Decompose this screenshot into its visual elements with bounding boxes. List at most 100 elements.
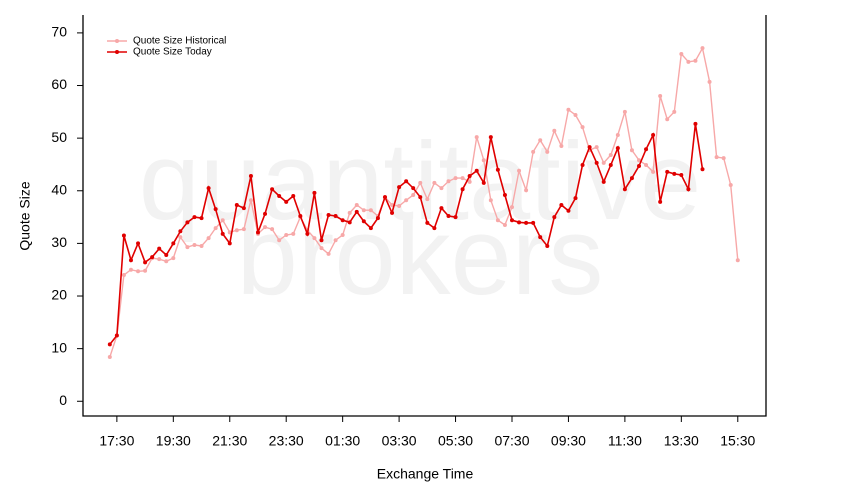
point xyxy=(474,168,479,173)
point xyxy=(199,244,204,249)
y-tick-label: 60 xyxy=(51,76,67,92)
point xyxy=(629,148,634,153)
point xyxy=(390,210,395,215)
point xyxy=(460,176,465,181)
point xyxy=(552,215,557,220)
x-tick-label: 05:30 xyxy=(438,433,473,449)
point xyxy=(721,156,726,161)
point xyxy=(700,167,705,172)
point xyxy=(192,215,197,220)
point xyxy=(206,236,211,241)
point xyxy=(488,198,493,203)
x-tick-label: 13:30 xyxy=(664,433,699,449)
point xyxy=(326,251,331,256)
legend-swatch xyxy=(115,39,119,43)
point xyxy=(185,245,190,250)
point xyxy=(594,145,599,150)
point xyxy=(157,246,162,251)
point xyxy=(446,179,451,184)
point xyxy=(658,94,663,99)
point xyxy=(693,121,698,126)
point xyxy=(171,241,176,246)
point xyxy=(312,236,317,241)
point xyxy=(114,333,119,338)
point xyxy=(284,199,289,204)
point xyxy=(143,260,148,265)
point xyxy=(467,179,472,184)
x-tick-label: 21:30 xyxy=(212,433,247,449)
point xyxy=(446,214,451,219)
point xyxy=(651,132,656,137)
point xyxy=(474,135,479,140)
point xyxy=(538,235,543,240)
point xyxy=(418,180,423,185)
point xyxy=(361,219,366,224)
point xyxy=(439,186,444,191)
point xyxy=(305,231,310,236)
y-tick-label: 20 xyxy=(51,287,67,303)
point xyxy=(326,212,331,217)
point xyxy=(517,220,522,225)
point xyxy=(686,59,691,64)
point xyxy=(319,246,324,251)
point xyxy=(665,169,670,174)
point xyxy=(559,202,564,207)
point xyxy=(157,257,162,262)
y-axis-title: Quote Size xyxy=(17,181,33,250)
point xyxy=(263,211,268,216)
point xyxy=(150,255,155,260)
point xyxy=(368,208,373,213)
point xyxy=(573,196,578,201)
point xyxy=(509,205,514,210)
point xyxy=(502,222,507,227)
point xyxy=(425,197,430,202)
point xyxy=(700,46,705,51)
point xyxy=(368,226,373,231)
point xyxy=(354,202,359,207)
point xyxy=(319,238,324,243)
point xyxy=(622,187,627,192)
point xyxy=(580,162,585,167)
point xyxy=(629,176,634,181)
point xyxy=(206,186,211,191)
point xyxy=(665,117,670,122)
point xyxy=(136,241,141,246)
point xyxy=(728,182,733,187)
point xyxy=(531,220,536,225)
point xyxy=(495,167,500,172)
point xyxy=(672,109,677,114)
point xyxy=(404,179,409,184)
point xyxy=(545,244,550,249)
point xyxy=(481,158,486,163)
point xyxy=(397,204,402,209)
point xyxy=(234,228,239,233)
point xyxy=(298,214,303,219)
point xyxy=(227,241,232,246)
point xyxy=(481,180,486,185)
point xyxy=(693,58,698,63)
x-tick-label: 15:30 xyxy=(720,433,755,449)
legend-swatch xyxy=(115,50,119,54)
x-tick-label: 19:30 xyxy=(156,433,191,449)
point xyxy=(644,147,649,152)
point xyxy=(248,198,253,203)
point xyxy=(397,185,402,190)
point xyxy=(270,187,275,192)
point xyxy=(594,160,599,165)
point xyxy=(608,152,613,157)
x-axis-title: Exchange Time xyxy=(377,466,474,482)
point xyxy=(615,132,620,137)
point xyxy=(679,172,684,177)
point xyxy=(509,218,514,223)
point xyxy=(566,208,571,213)
point xyxy=(382,195,387,200)
point xyxy=(601,179,606,184)
point xyxy=(164,252,169,257)
point xyxy=(524,188,529,193)
x-tick-label: 23:30 xyxy=(269,433,304,449)
x-tick-label: 07:30 xyxy=(494,433,529,449)
point xyxy=(128,267,133,272)
point xyxy=(107,342,112,347)
point xyxy=(128,258,133,263)
